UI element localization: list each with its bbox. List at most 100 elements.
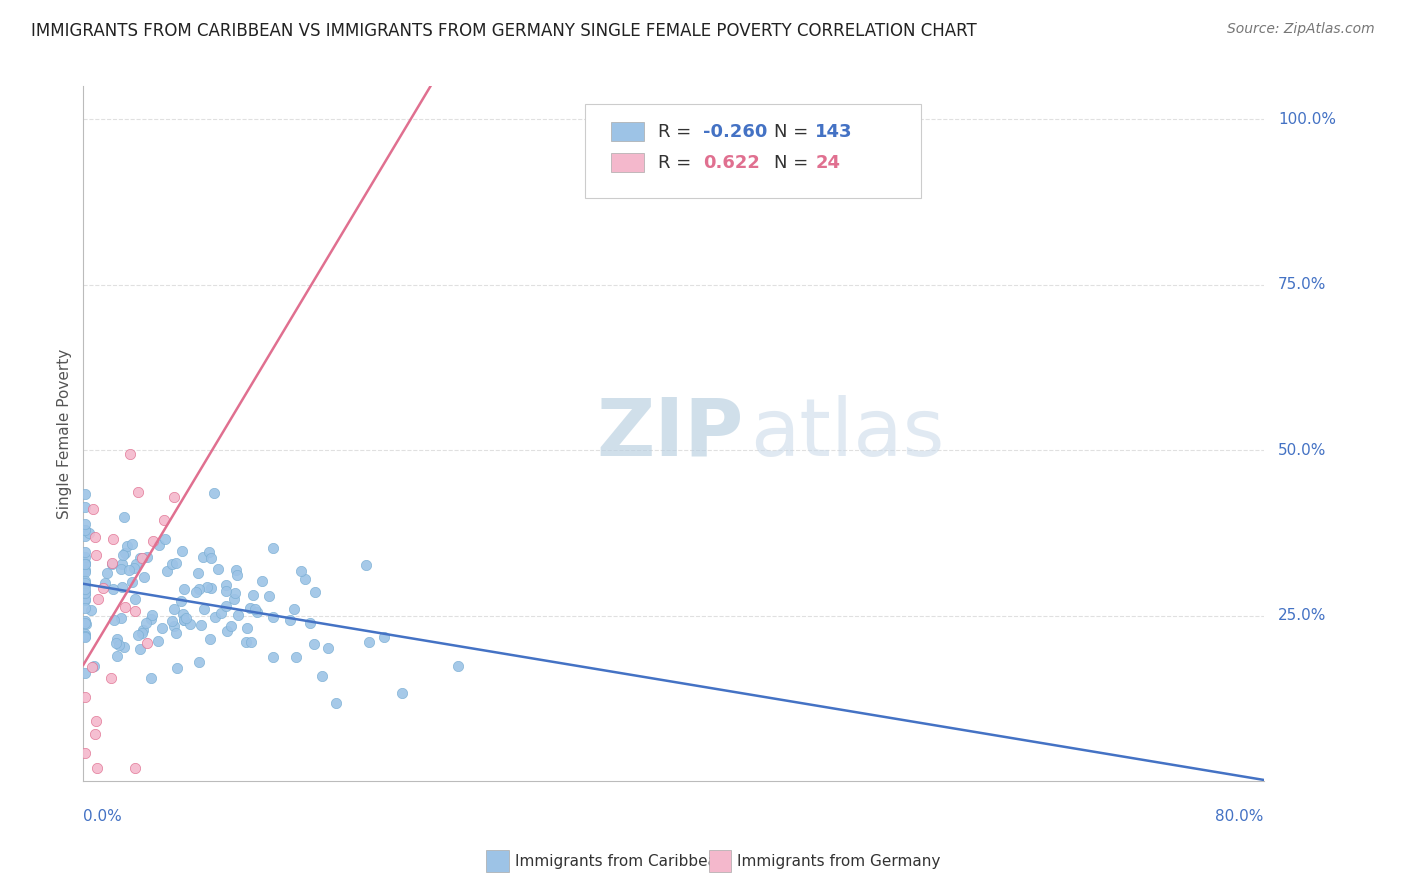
Point [284,649,307,664]
Point [165,626,187,640]
Point [200,581,222,595]
Point [170,594,193,608]
Point [235,634,257,648]
Point [198,632,221,646]
Point [87,591,110,606]
Text: 80.0%: 80.0% [1215,809,1264,824]
Point [373,630,395,644]
Point [304,585,326,599]
Point [257,589,280,603]
Point [73,576,96,591]
Point [262,541,284,555]
Point [73,616,96,631]
Point [225,562,247,576]
Point [209,606,232,620]
Point [122,561,145,575]
Point [101,557,124,571]
Point [163,601,186,615]
Text: -0.260: -0.260 [703,122,768,141]
Point [118,563,141,577]
Point [325,696,347,710]
Point [298,616,321,631]
Point [179,617,201,632]
Point [104,636,127,650]
Point [224,586,246,600]
Point [128,551,150,566]
Point [124,761,146,775]
Point [239,635,262,649]
Point [128,641,150,656]
Point [278,613,301,627]
Point [82,502,104,516]
Point [112,640,135,654]
Point [191,549,214,564]
Point [83,530,105,544]
Point [294,572,316,586]
Point [153,533,176,547]
Point [80,602,103,616]
FancyBboxPatch shape [585,103,921,197]
Point [73,601,96,615]
Point [107,638,129,652]
Text: Immigrants from Caribbean: Immigrants from Caribbean [515,854,727,869]
Text: 25.0%: 25.0% [1278,608,1326,624]
Point [160,614,183,628]
Point [136,549,159,564]
Point [91,581,114,595]
Point [73,690,96,705]
Point [84,548,107,562]
Point [173,613,195,627]
Point [73,614,96,628]
FancyBboxPatch shape [612,122,644,141]
Point [236,621,259,635]
Point [111,557,134,571]
Point [127,485,149,500]
Point [242,588,264,602]
Point [186,585,208,599]
Point [215,578,238,592]
Point [73,557,96,571]
Point [250,574,273,588]
Point [131,625,153,640]
FancyBboxPatch shape [612,153,644,172]
Point [215,599,238,613]
Point [101,532,124,546]
Point [73,556,96,570]
Point [80,660,103,674]
Point [125,558,148,572]
Point [217,624,239,639]
Text: 24: 24 [815,153,841,172]
Point [121,537,143,551]
Point [73,629,96,643]
Text: 100.0%: 100.0% [1278,112,1336,127]
Point [148,634,170,648]
Point [262,609,284,624]
Point [135,616,157,631]
Point [152,513,174,527]
Point [359,635,381,649]
Point [73,523,96,537]
Point [354,558,377,572]
Point [316,641,339,656]
Text: 143: 143 [815,122,852,141]
Point [225,568,247,582]
Point [163,490,186,504]
Point [142,533,165,548]
Point [118,446,141,460]
Point [86,761,108,775]
Text: 0.0%: 0.0% [83,809,122,824]
Point [150,621,173,635]
Point [204,609,226,624]
Point [170,544,193,558]
Point [73,627,96,641]
Text: 75.0%: 75.0% [1278,277,1326,293]
Point [73,586,96,600]
Point [198,545,221,559]
Point [73,563,96,577]
Point [215,584,238,599]
Point [73,523,96,537]
Point [139,671,162,685]
Point [391,686,413,700]
Point [124,592,146,607]
Point [73,516,96,531]
